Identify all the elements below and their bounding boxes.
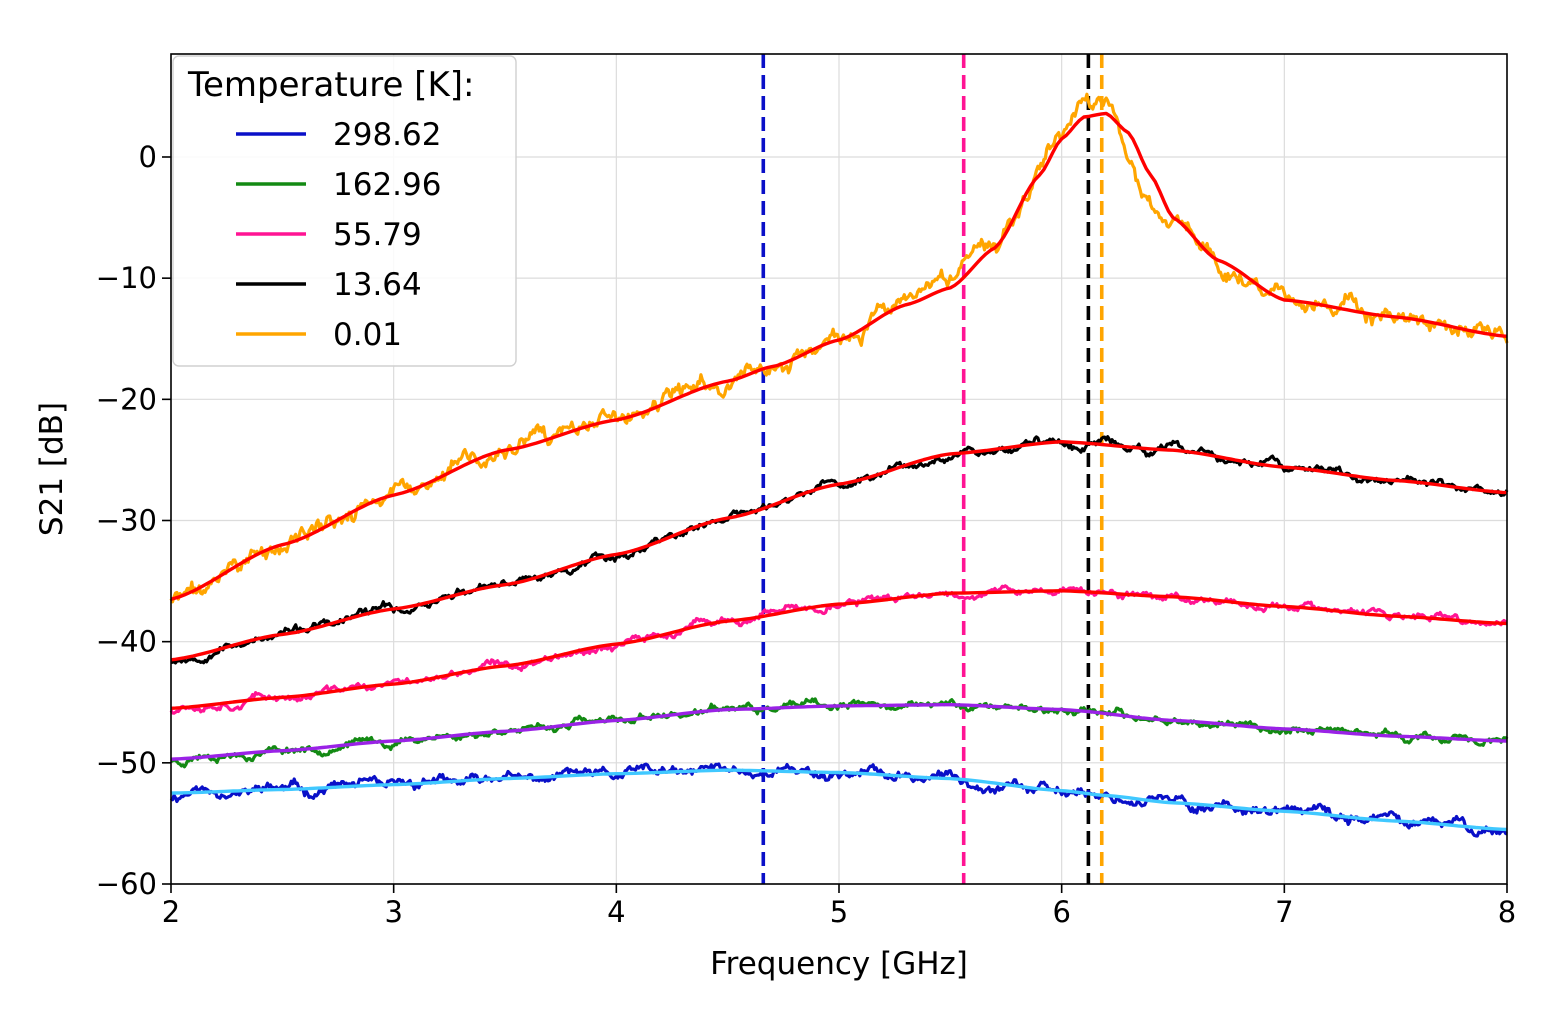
legend: Temperature [K]: 298.62 162.96 55.79 13.64 0…: [172, 55, 517, 367]
x-tick-label-0: 2: [162, 895, 180, 929]
x-tick-label-5: 7: [1275, 895, 1293, 929]
x-tick-label-1: 3: [384, 895, 402, 929]
legend-label-13.64: 13.64: [333, 267, 422, 303]
y-tick-label-2: −40: [96, 625, 157, 659]
x-tick-label-6: 8: [1498, 895, 1516, 929]
legend-label-55.79: 55.79: [333, 217, 422, 253]
fit-curves: [170, 111, 1508, 832]
x-tick-label-4: 6: [1052, 895, 1070, 929]
fit-line-0: [170, 768, 1508, 832]
legend-label-298.62: 298.62: [333, 117, 441, 153]
x-tick-label-3: 5: [830, 895, 848, 929]
y-tick-label-5: −10: [96, 261, 157, 295]
series-line-298.62: [169, 762, 1508, 838]
y-axis-ticks: −60 −50 −40 −30 −20 −10 0: [96, 140, 171, 901]
y-tick-label-6: 0: [139, 140, 157, 174]
x-axis-ticks: 2 3 4 5 6 7 8: [162, 884, 1516, 929]
resonance-markers: [761, 54, 1104, 884]
y-tick-label-1: −50: [96, 746, 157, 780]
legend-label-162.96: 162.96: [333, 167, 441, 203]
legend-entries: 298.62 162.96 55.79 13.64 0.01: [236, 117, 441, 353]
legend-label-0.01: 0.01: [333, 317, 402, 353]
x-tick-label-2: 4: [607, 895, 625, 929]
fit-line-4: [170, 111, 1508, 601]
y-tick-label-3: −30: [96, 503, 157, 537]
y-tick-label-4: −20: [96, 382, 157, 416]
legend-title: Temperature [K]:: [187, 65, 474, 105]
y-axis-label: S21 [dB]: [34, 402, 70, 536]
series-line-13.64: [170, 435, 1509, 665]
fit-line-1: [170, 703, 1508, 761]
x-axis-label: Frequency [GHz]: [710, 946, 968, 982]
y-tick-label-0: −60: [96, 867, 157, 901]
fit-line-3: [170, 440, 1508, 662]
fit-line-2: [170, 589, 1508, 710]
